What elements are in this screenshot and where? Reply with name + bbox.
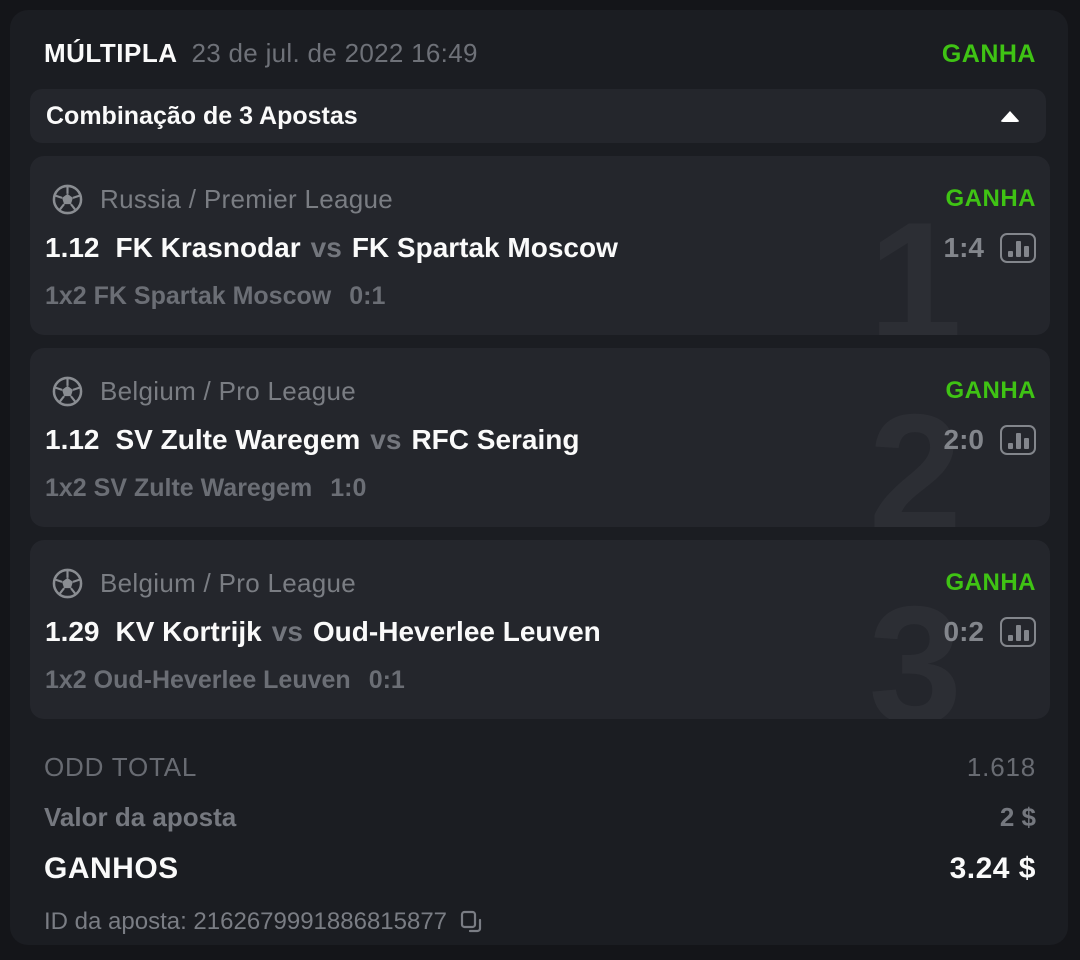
league-label: Belgium / Pro League: [100, 375, 357, 406]
soccer-icon: [52, 376, 83, 406]
bet-index-watermark: 3: [869, 581, 962, 719]
bet-datetime: 23 de jul. de 2022 16:49: [191, 38, 478, 68]
away-team: RFC Seraing: [411, 424, 580, 455]
bet-status-badge: GANHA: [945, 185, 1036, 212]
slip-status-badge: GANHA: [941, 40, 1036, 68]
bet-index-watermark: 2: [869, 389, 962, 527]
bet-status-badge: GANHA: [945, 569, 1036, 596]
bet-odd: 1.29: [45, 616, 100, 647]
bet-index-watermark: 1: [869, 197, 962, 335]
copy-icon[interactable]: [459, 909, 483, 935]
stats-icon[interactable]: [1000, 425, 1036, 455]
market-pick: 1x2 Oud-Heverlee Leuven: [45, 666, 351, 694]
bet-id-label: ID da aposta: 2162679991886815877: [44, 908, 448, 935]
match-score: 2:0: [943, 424, 984, 455]
away-team: Oud-Heverlee Leuven: [312, 616, 601, 647]
bet-card-1: 1 Russia / Premier League GANHA 1.12 FK …: [30, 156, 1050, 335]
league-label: Belgium / Pro League: [100, 567, 357, 598]
market-pick: 1x2 FK Spartak Moscow: [45, 282, 332, 310]
pick-score: 0:1: [368, 666, 405, 694]
home-team: KV Kortrijk: [115, 616, 262, 647]
stats-icon[interactable]: [1000, 233, 1036, 263]
combination-toggle[interactable]: Combinação de 3 Apostas: [30, 89, 1046, 143]
bet-status-badge: GANHA: [945, 377, 1036, 404]
vs-label: vs: [370, 424, 402, 455]
soccer-icon: [52, 568, 83, 598]
bet-list: 1 Russia / Premier League GANHA 1.12 FK …: [10, 156, 1068, 719]
home-team: SV Zulte Waregem: [115, 424, 361, 455]
market-pick: 1x2 SV Zulte Waregem: [45, 474, 313, 502]
stake-value: 2 $: [999, 802, 1036, 832]
combination-label: Combinação de 3 Apostas: [46, 101, 358, 130]
stats-icon[interactable]: [1000, 617, 1036, 647]
odd-total-label: ODD TOTAL: [44, 752, 198, 782]
home-team: FK Krasnodar: [115, 232, 301, 263]
pick-score: 0:1: [349, 282, 386, 310]
winnings-label: GANHOS: [44, 852, 179, 885]
odd-total-value: 1.618: [966, 752, 1036, 782]
slip-summary: ODD TOTAL 1.618 Valor da aposta 2 $ GANH…: [10, 732, 1068, 936]
match-score: 0:2: [943, 616, 984, 647]
winnings-value: 3.24 $: [949, 852, 1036, 885]
vs-label: vs: [310, 232, 342, 263]
vs-label: vs: [271, 616, 303, 647]
bet-odd: 1.12: [45, 232, 100, 263]
bet-type-label: MÚLTIPLA: [44, 38, 178, 68]
stake-label: Valor da aposta: [44, 802, 237, 832]
bet-slip-card: MÚLTIPLA 23 de jul. de 2022 16:49 GANHA …: [10, 10, 1068, 945]
slip-header: MÚLTIPLA 23 de jul. de 2022 16:49 GANHA: [10, 10, 1068, 69]
pick-score: 1:0: [330, 474, 367, 502]
bet-card-3: 3 Belgium / Pro League GANHA 1.29 KV Kor…: [30, 540, 1050, 719]
bet-card-2: 2 Belgium / Pro League GANHA 1.12 SV Zul…: [30, 348, 1050, 527]
bet-odd: 1.12: [45, 424, 100, 455]
away-team: FK Spartak Moscow: [351, 232, 618, 263]
soccer-icon: [52, 184, 83, 214]
league-label: Russia / Premier League: [100, 183, 394, 214]
collapse-arrow-icon[interactable]: [1000, 110, 1020, 122]
match-score: 1:4: [943, 232, 984, 263]
